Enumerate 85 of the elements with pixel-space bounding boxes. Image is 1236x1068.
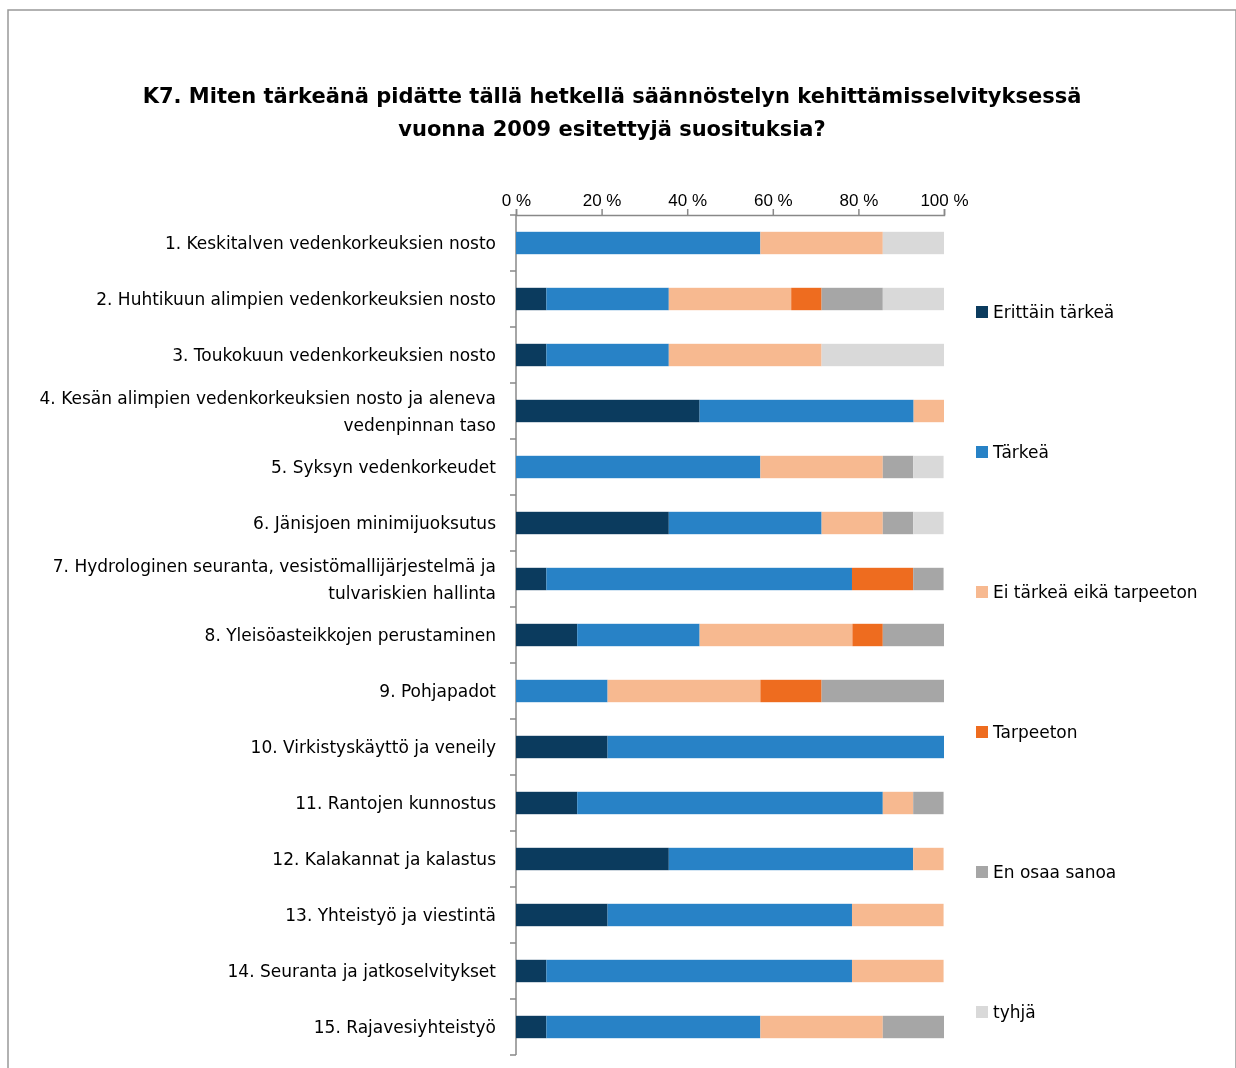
- x-tick-label: 60 %: [753, 191, 793, 210]
- y-tick-label: 13. Yhteistyö ja viestintä: [285, 905, 496, 925]
- bar: [516, 511, 669, 535]
- bar: [913, 399, 944, 423]
- bar: [882, 287, 944, 311]
- bar: [516, 1015, 547, 1039]
- bar: [516, 791, 578, 815]
- x-tick-label: 20 %: [582, 191, 622, 210]
- chart-title: K7. Miten tärkeänä pidätte tällä hetkellä säännöstelyn kehittämisselvityksessä vuonna 2009 esitettyjä suosituksia?: [142, 84, 1082, 141]
- bar: [913, 567, 944, 591]
- bar: [668, 287, 792, 311]
- y-tick-label: 5. Syksyn vedenkorkeudet: [271, 457, 497, 477]
- x-tick-label: 40 %: [668, 191, 708, 210]
- bar: [913, 455, 944, 479]
- bar: [760, 1015, 883, 1039]
- bar: [516, 735, 608, 759]
- bar: [577, 623, 700, 647]
- x-tick-label: 0 %: [501, 191, 532, 210]
- bar: [882, 1015, 944, 1039]
- bar: [913, 511, 944, 535]
- bar: [882, 791, 914, 815]
- bar: [913, 847, 944, 871]
- bar: [668, 847, 914, 871]
- bar: [851, 567, 914, 591]
- bar: [516, 679, 608, 703]
- bar: [607, 679, 761, 703]
- bar: [546, 567, 852, 591]
- y-tick-label: 11. Rantojen kunnostus: [295, 793, 497, 813]
- bar: [546, 287, 669, 311]
- y-tick-label: 7. Hydrologinen seuranta, vesistömallijärjestelmä ja tulvariskien hallinta: [52, 555, 496, 603]
- bar: [913, 791, 944, 815]
- bar: [577, 791, 883, 815]
- bar: [882, 623, 944, 647]
- legend-label: tyhjä: [993, 1002, 1036, 1022]
- bar: [882, 511, 914, 535]
- bar: [516, 959, 547, 983]
- legend-label: En osaa sanoa: [993, 862, 1117, 882]
- y-tick-label: 12. Kalakannat ja kalastus: [272, 849, 497, 869]
- y-tick-label: 1. Keskitalven vedenkorkeuksien nosto: [164, 233, 496, 253]
- bar: [546, 343, 669, 367]
- bar: [607, 735, 944, 759]
- bar: [852, 623, 883, 647]
- bar: [821, 511, 883, 535]
- bar: [546, 959, 852, 983]
- bar: [882, 455, 914, 479]
- bar: [821, 343, 944, 367]
- y-tick-label: 14. Seuranta ja jatkoselvitykset: [227, 961, 497, 981]
- bar: [668, 343, 822, 367]
- y-tick-label: 9. Pohjapadot: [379, 681, 497, 701]
- y-tick-label: 10. Virkistyskäyttö ja veneily: [250, 737, 496, 757]
- x-tick-label: 100 %: [920, 191, 969, 210]
- bar: [516, 847, 669, 871]
- bar: [851, 959, 944, 983]
- y-tick-label: 15. Rajavesiyhteistyö: [313, 1017, 496, 1037]
- bar: [699, 399, 914, 423]
- bar: [882, 231, 944, 255]
- bar: [516, 287, 547, 311]
- y-tick-label: 8. Yleisöasteikkojen perustaminen: [204, 625, 496, 645]
- bar: [546, 1015, 761, 1039]
- bar: [760, 231, 883, 255]
- x-tick-label: 80 %: [839, 191, 879, 210]
- y-tick-label: 6. Jänisjoen minimijuoksutus: [253, 513, 497, 533]
- bar: [821, 287, 883, 311]
- bar: [821, 679, 944, 703]
- bar: [516, 623, 578, 647]
- y-tick-label: 4. Kesän alimpien vedenkorkeuksien nosto ja aleneva vedenpinnan taso: [39, 387, 496, 435]
- legend-label: Ei tärkeä eikä tarpeeton: [993, 582, 1198, 602]
- y-tick-label: 3. Toukokuun vedenkorkeuksien nosto: [172, 345, 496, 365]
- bar: [851, 903, 944, 927]
- bar: [516, 903, 608, 927]
- bar: [668, 511, 822, 535]
- bar: [516, 399, 700, 423]
- bar: [607, 903, 852, 927]
- y-tick-label: 2. Huhtikuun alimpien vedenkorkeuksien nosto: [96, 289, 496, 309]
- bar: [699, 623, 853, 647]
- legend-label: Erittäin tärkeä: [993, 302, 1115, 322]
- bar: [516, 231, 761, 255]
- legend-label: Tarpeeton: [992, 722, 1078, 742]
- bar: [760, 455, 883, 479]
- bar: [791, 287, 822, 311]
- bar: [516, 455, 761, 479]
- bar: [516, 567, 547, 591]
- legend-label: Tärkeä: [992, 442, 1049, 462]
- bar: [516, 343, 547, 367]
- bar: [760, 679, 822, 703]
